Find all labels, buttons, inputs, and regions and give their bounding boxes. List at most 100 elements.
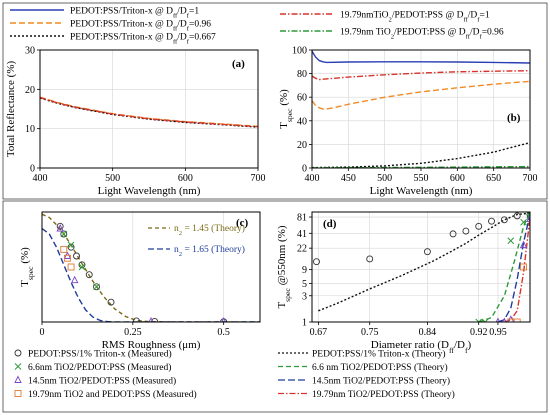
x-tick-label: 0.67 (310, 327, 328, 338)
legend-marker (14, 363, 22, 370)
y-tick-label: 40 (297, 116, 307, 127)
data-point (513, 318, 521, 322)
y-tick-label: 100 (292, 46, 307, 57)
panel-label: (b) (507, 112, 521, 124)
data-point (67, 263, 75, 271)
x-tick-label: 600 (450, 173, 465, 184)
axes-box (39, 49, 259, 169)
x-tick-label: 0 (40, 327, 45, 338)
data-point (500, 216, 508, 224)
y-tick-label: 0 (302, 164, 307, 175)
x-tick-label: 400 (33, 173, 48, 184)
y-axis-label-group: Tspec @550nm (%) (276, 225, 292, 308)
axes-box (311, 211, 531, 323)
data-point (366, 255, 374, 263)
panel-b: 400 450 500 550 600 650 700 0 20 40 60 80 100 (b) Ligh… (278, 46, 538, 198)
data-point (133, 317, 140, 322)
annotation-text-1: n2 = 1.65 (Theory) (174, 244, 245, 258)
x-tick-label: 400 (305, 173, 320, 184)
legend-entry-2: PEDOT:PSS/Triton-x @ Dff/Df=0.667 (70, 33, 216, 46)
series-line-0 (40, 96, 258, 127)
y-tick-label: 5 (302, 279, 307, 290)
x-tick-label: 0.92 (470, 327, 488, 338)
data-point (507, 318, 515, 322)
data-point (462, 227, 470, 235)
x-tick-label: 450 (341, 173, 356, 184)
data-point (78, 263, 86, 271)
top-frame (2, 2, 548, 200)
data-point (475, 318, 483, 322)
data-point (60, 245, 68, 253)
data-point (73, 252, 80, 260)
series-line-0 (312, 50, 530, 64)
data-point (526, 212, 530, 218)
legend-label-measured: PEDOT:PSS/1% Triton-x (Measured) (28, 349, 172, 360)
legend-marker (14, 390, 22, 397)
data-point (488, 217, 495, 225)
data-point (526, 214, 530, 222)
x-tick-label: 0.84 (419, 327, 437, 338)
x-tick-label: 0.5 (217, 327, 230, 338)
legend-label-measured: 19.79nm TiO2 and PEDOT:PSS (Measured) (28, 389, 197, 400)
y-axis-label: Total Reflectance (%) (5, 60, 17, 157)
series-line-0 (318, 212, 530, 312)
x-axis-label: Light Wavelength (nm) (98, 185, 201, 197)
data-point (67, 241, 75, 249)
legend-entry-0: PEDOT:PSS/Triton-x @ Dff/Df=1 (70, 7, 199, 20)
plot-area (313, 212, 530, 322)
panel-label: (a) (232, 58, 245, 70)
series-line-2 (40, 96, 258, 128)
plot-area (40, 96, 258, 128)
axes-box (311, 49, 531, 169)
y-axis-label-group: Total Reflectance (%) (5, 60, 17, 157)
legend-entry-4: 19.79nm TiO2/PEDOT:PSS @ Dff/Df=0.96 (340, 28, 504, 41)
y-axis-label: Tspec (%) (19, 247, 35, 287)
panel-c-annotations: n2 = 1.45 (Theory) n2 = 1.65 (Theory) (148, 223, 245, 258)
legend-label-measured: 6.6nm TiO2/PEDOT:PSS (Measured) (28, 362, 171, 373)
data-point (520, 263, 528, 271)
data-point (313, 258, 320, 266)
y-tick-label: 0 (30, 164, 35, 175)
annotation-text-0: n2 = 1.45 (Theory) (174, 223, 245, 237)
bottom-frame (2, 200, 548, 413)
data-point (475, 222, 483, 230)
panel-c: 0 0.25 0.5 (c) RMS Roughness (μm) Tspec (%) (19, 211, 261, 351)
x-tick-label: 0.95 (489, 327, 507, 338)
panel-label: (d) (323, 218, 337, 230)
data-point (60, 230, 68, 238)
y-tick-label: 20 (297, 140, 307, 151)
top-legend: PEDOT:PSS/Triton-x @ Dff/Df=1PEDOT:PSS/T… (10, 7, 504, 46)
y-tick-label: 1 (302, 318, 307, 329)
x-tick-label: 500 (377, 173, 392, 184)
panel-a: 400 500 600 700 0 10 20 30 (a) Light Wavelength (… (5, 46, 266, 198)
data-point (107, 298, 115, 306)
legend-marker (14, 375, 22, 383)
data-point (449, 230, 457, 238)
data-point (60, 230, 68, 238)
y-axis-label: Tspec (%) (278, 89, 294, 129)
x-tick-label: 500 (105, 173, 120, 184)
y-axis-label: Tspec @550nm (%) (276, 225, 292, 308)
data-point (151, 318, 159, 322)
data-point (148, 316, 154, 322)
y-tick-label: 10 (25, 124, 35, 135)
y-tick-label: 20 (25, 85, 35, 96)
series-line-2 (312, 80, 530, 110)
legend-label-measured: 14.5nm TiO2/PEDOT:PSS (Measured) (28, 376, 176, 387)
y-tick-label: 22 (297, 244, 307, 255)
legend-entry-3: 19.79nmTiO2/PEDOT:PSS @ Dff/Df=1 (340, 11, 490, 24)
legend-marker (14, 349, 22, 357)
data-point (526, 212, 530, 220)
y-tick-label: 30 (25, 46, 35, 57)
panel-d: 0.67 0.75 0.84 0.92 0.95 1 35 9 22 41 81 (d) Diamete… (276, 211, 531, 355)
data-point (507, 237, 515, 245)
bottom-legend: PEDOT:PSS/1% Triton-x (Measured) 6.6nm Ti… (14, 349, 455, 400)
legend-entry-1: PEDOT:PSS/Triton-x @ Dff/Df=0.96 (70, 20, 211, 33)
x-tick-label: 650 (486, 173, 501, 184)
data-point (93, 283, 100, 291)
data-point (221, 317, 227, 322)
series-line-1 (40, 97, 258, 128)
data-point (513, 212, 521, 220)
